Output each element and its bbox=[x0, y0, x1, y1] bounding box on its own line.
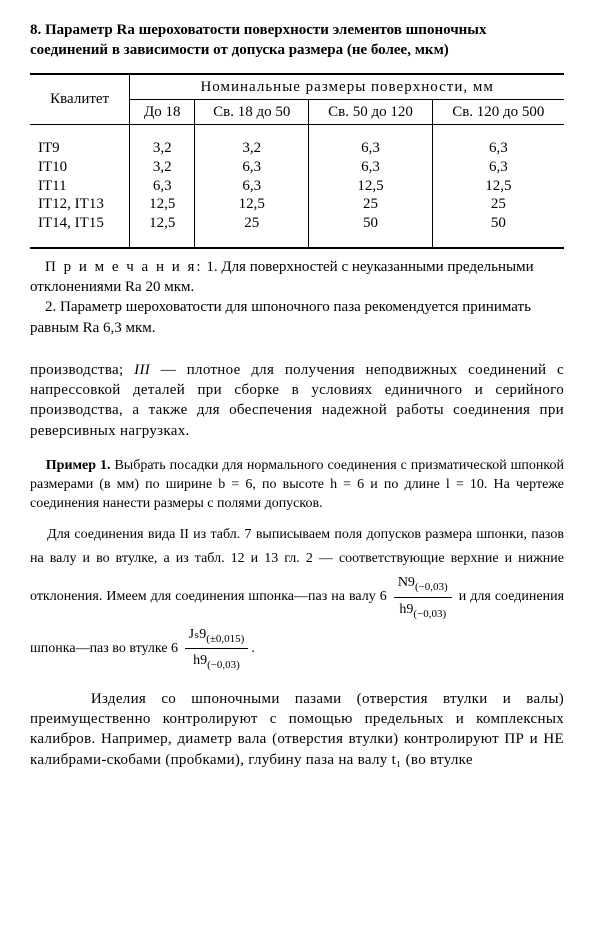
th-span: Номинальные размеры поверхности, мм bbox=[130, 74, 564, 100]
example-header: Пример 1. Выбрать посадки для нормальног… bbox=[30, 457, 564, 514]
paragraph-1: производства; III — плотное для получени… bbox=[30, 360, 564, 441]
cell: 50 bbox=[309, 214, 432, 233]
notes-label: П р и м е ч а н и я: bbox=[45, 259, 203, 275]
cell: 3,2 bbox=[195, 139, 309, 158]
cell: 12,5 bbox=[195, 195, 309, 214]
th-col3: Св. 120 до 500 bbox=[432, 99, 564, 124]
cell-k: IT10 bbox=[30, 158, 130, 177]
frac2-top-sub: (±0,015) bbox=[206, 633, 244, 645]
frac2-top: Jₛ9 bbox=[189, 627, 207, 642]
cell: 25 bbox=[432, 195, 564, 214]
th-kvalitet: Квалитет bbox=[30, 74, 130, 125]
table-row: IT11 6,3 6,3 12,5 12,5 bbox=[30, 177, 564, 196]
cell: 50 bbox=[432, 214, 564, 233]
p2-text: Изделия со шпоночными пазами (отверстия … bbox=[30, 691, 564, 768]
paragraph-2: Изделия со шпоночными пазами (отверстия … bbox=[30, 689, 564, 770]
frac1-top: N9 bbox=[398, 575, 415, 590]
frac2-bot: h9 bbox=[193, 653, 207, 668]
th-col1: Св. 18 до 50 bbox=[195, 99, 309, 124]
cell: 12,5 bbox=[130, 195, 195, 214]
frac1-bot: h9 bbox=[399, 602, 413, 617]
frac1-bot-sub: (−0,03) bbox=[413, 607, 446, 619]
roughness-table: Квалитет Номинальные размеры поверхности… bbox=[30, 73, 564, 249]
cell: 6,3 bbox=[130, 177, 195, 196]
cell: 6,3 bbox=[432, 158, 564, 177]
example-text: Выбрать посадки для нормального соединен… bbox=[30, 458, 564, 511]
cell: 12,5 bbox=[130, 214, 195, 233]
cell-k: IT11 bbox=[30, 177, 130, 196]
fraction-1: N9(−0,03) h9(−0,03) bbox=[394, 571, 452, 623]
example-label: Пример 1. bbox=[46, 458, 111, 473]
table-row: IT12, IT13 12,5 12,5 25 25 bbox=[30, 195, 564, 214]
cell: 6,3 bbox=[309, 139, 432, 158]
fraction-2: Jₛ9(±0,015) h9(−0,03) bbox=[185, 623, 249, 675]
cell: 3,2 bbox=[130, 139, 195, 158]
table-title: 8. Параметр Ra шероховатости поверхности… bbox=[30, 20, 564, 61]
cell: 6,3 bbox=[432, 139, 564, 158]
cell: 25 bbox=[195, 214, 309, 233]
table-row: IT10 3,2 6,3 6,3 6,3 bbox=[30, 158, 564, 177]
cell: 3,2 bbox=[130, 158, 195, 177]
cell: 12,5 bbox=[309, 177, 432, 196]
table-row: IT14, IT15 12,5 25 50 50 bbox=[30, 214, 564, 233]
frac1-top-sub: (−0,03) bbox=[415, 581, 448, 593]
cell-k: IT9 bbox=[30, 139, 130, 158]
ex-p1c: . bbox=[251, 641, 255, 656]
note-2: 2. Параметр шероховатости для шпоночного… bbox=[30, 299, 531, 335]
p1-pre: производства; bbox=[30, 362, 134, 378]
table-notes: П р и м е ч а н и я: 1. Для поверхностей… bbox=[30, 257, 564, 338]
cell: 12,5 bbox=[432, 177, 564, 196]
cell: 6,3 bbox=[195, 158, 309, 177]
cell: 6,3 bbox=[309, 158, 432, 177]
th-col2: Св. 50 до 120 bbox=[309, 99, 432, 124]
frac2-bot-sub: (−0,03) bbox=[207, 659, 240, 671]
table-row: IT9 3,2 3,2 6,3 6,3 bbox=[30, 139, 564, 158]
cell: 6,3 bbox=[195, 177, 309, 196]
th-col0: До 18 bbox=[130, 99, 195, 124]
p1-roman: III bbox=[134, 362, 150, 378]
cell-k: IT14, IT15 bbox=[30, 214, 130, 233]
cell: 25 bbox=[309, 195, 432, 214]
example-body: Для соединения вида II из табл. 7 выписы… bbox=[30, 523, 564, 675]
cell-k: IT12, IT13 bbox=[30, 195, 130, 214]
